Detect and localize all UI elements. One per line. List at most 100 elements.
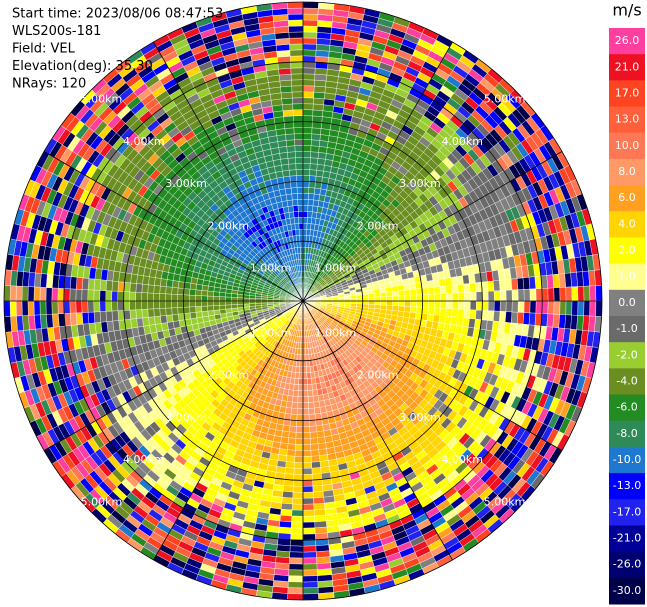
radar-gate (505, 311, 513, 324)
radar-gate (535, 300, 543, 314)
radar-gate (285, 461, 295, 469)
radar-gate (287, 593, 304, 601)
radar-gate (313, 497, 325, 505)
radar-gate (302, 444, 311, 451)
radar-gate (93, 311, 101, 324)
radar-gate (287, 443, 296, 451)
radar-gate (111, 310, 119, 322)
radar-gate (302, 85, 315, 93)
radar-gate (141, 308, 149, 319)
radar-gate (289, 557, 304, 565)
radar-gate (289, 425, 297, 433)
radar-gate (522, 277, 531, 290)
radar-gate (482, 291, 489, 302)
radar-gate (129, 291, 136, 302)
radar-gate (529, 288, 537, 302)
radar-gate (392, 295, 399, 302)
radar-gate (309, 163, 318, 171)
radar-gate (302, 31, 318, 39)
radar-gate (52, 274, 60, 289)
radar-gate (386, 300, 393, 306)
radar-gate (201, 310, 209, 318)
radar-gate (314, 67, 328, 76)
radar-gate (302, 229, 307, 236)
radar-gate (302, 199, 309, 206)
radar-gate (243, 300, 250, 305)
radar-gate (422, 300, 429, 308)
radar-gate (309, 169, 317, 177)
radar-gate (159, 285, 167, 294)
radar-gate (302, 378, 308, 385)
radar-gate (439, 308, 447, 317)
radar-gate (374, 292, 381, 298)
radar-gate (280, 509, 293, 517)
radar-gate (314, 526, 328, 535)
radar-gate (297, 402, 304, 409)
radar-gate (243, 297, 250, 302)
radar-gate (559, 287, 567, 302)
radar-gate (282, 485, 294, 493)
radar-gate (165, 293, 172, 302)
radar-gate (159, 308, 167, 317)
radar-gate (159, 293, 166, 302)
radar-gate (302, 521, 316, 529)
radar-gate (154, 277, 162, 287)
radar-gate (231, 304, 238, 309)
radar-gate (314, 407, 322, 415)
radar-gate (153, 308, 161, 317)
radar-gate (529, 300, 537, 314)
radar-gate (129, 300, 136, 311)
radar-gate (451, 284, 459, 294)
radar-gate (93, 300, 101, 313)
radar-gate (302, 43, 317, 51)
radar-gate (302, 408, 310, 415)
radar-gate (409, 288, 417, 296)
radar-gate (428, 300, 435, 309)
radar-gate (553, 300, 561, 315)
radar-gate (487, 280, 495, 292)
radar-gate (517, 300, 525, 313)
radar-gate (302, 1, 319, 9)
radar-gate (249, 303, 256, 307)
radar-gate (15, 300, 23, 317)
radar-gate (398, 305, 405, 312)
radar-gate (302, 103, 314, 111)
radar-gate (15, 285, 23, 302)
radar-gate (314, 514, 327, 523)
radar-gate (153, 300, 160, 309)
radar-gate (288, 563, 304, 571)
radar-gate (302, 551, 317, 559)
radar-gate (296, 420, 304, 427)
radar-gate (153, 293, 160, 302)
radar-gate (280, 436, 289, 444)
radar-gate (141, 283, 149, 294)
radar-gate (99, 300, 107, 312)
radar-gate (315, 50, 330, 58)
radar-gate (433, 286, 441, 295)
radar-gate (287, 437, 296, 445)
radar-gate (286, 449, 296, 457)
radar-gate (93, 289, 101, 302)
radar-gate (546, 274, 554, 289)
radar-gate (9, 300, 17, 317)
radar-gate (302, 533, 316, 541)
radar-gate (69, 276, 78, 290)
radar-gate (292, 390, 299, 397)
radar-gate (81, 289, 89, 302)
radar-gate (291, 509, 304, 517)
radar-gate (391, 285, 399, 292)
radar-gate (148, 316, 156, 326)
radar-gate (93, 278, 101, 291)
radar-gate (302, 587, 319, 595)
radar-gate (57, 300, 65, 314)
radar-gate (368, 297, 375, 302)
radar-gate (225, 308, 233, 314)
radar-gate (499, 300, 507, 312)
radar-gate (33, 300, 41, 316)
radar-gate (302, 569, 318, 577)
radar-gate (457, 308, 465, 319)
radar-gate (438, 315, 446, 324)
radar-gate (307, 384, 313, 391)
radar-gate (380, 292, 387, 298)
